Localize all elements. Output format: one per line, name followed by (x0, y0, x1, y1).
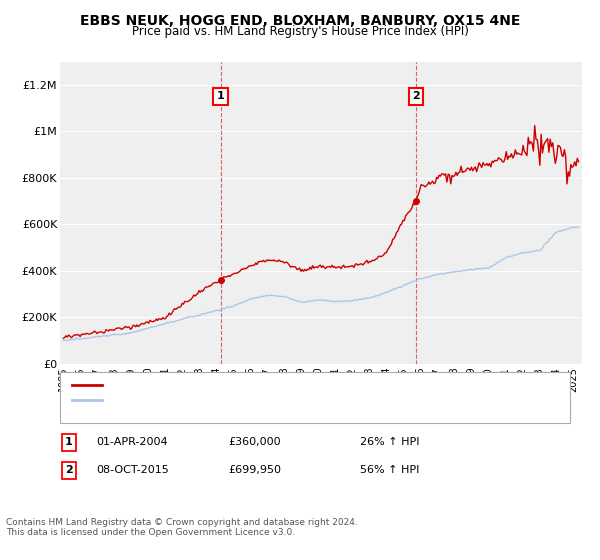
Text: EBBS NEUK, HOGG END, BLOXHAM, BANBURY, OX15 4NE (detached house): EBBS NEUK, HOGG END, BLOXHAM, BANBURY, O… (108, 380, 499, 390)
Text: 1: 1 (217, 91, 224, 101)
Text: 2: 2 (412, 91, 420, 101)
Text: 01-APR-2004: 01-APR-2004 (96, 437, 167, 447)
Text: Contains HM Land Registry data © Crown copyright and database right 2024.
This d: Contains HM Land Registry data © Crown c… (6, 518, 358, 538)
Text: HPI: Average price, detached house, Cherwell: HPI: Average price, detached house, Cher… (108, 395, 347, 405)
Text: Price paid vs. HM Land Registry's House Price Index (HPI): Price paid vs. HM Land Registry's House … (131, 25, 469, 38)
Text: EBBS NEUK, HOGG END, BLOXHAM, BANBURY, OX15 4NE: EBBS NEUK, HOGG END, BLOXHAM, BANBURY, O… (80, 14, 520, 28)
Text: £360,000: £360,000 (228, 437, 281, 447)
Text: 26% ↑ HPI: 26% ↑ HPI (360, 437, 419, 447)
Text: 08-OCT-2015: 08-OCT-2015 (96, 465, 169, 475)
Text: 56% ↑ HPI: 56% ↑ HPI (360, 465, 419, 475)
Text: 2: 2 (65, 465, 73, 475)
Text: £699,950: £699,950 (228, 465, 281, 475)
Text: 1: 1 (65, 437, 73, 447)
